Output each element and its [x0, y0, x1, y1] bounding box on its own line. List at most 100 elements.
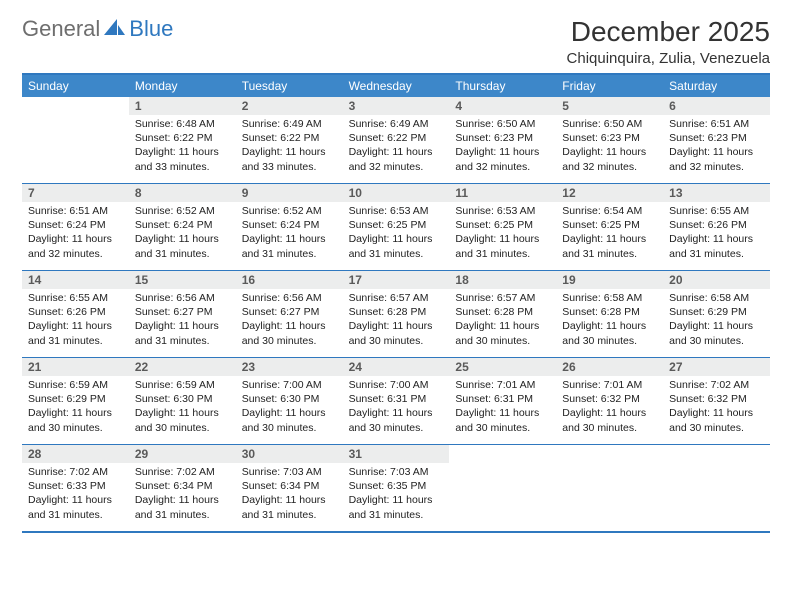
day-details: Sunrise: 6:53 AMSunset: 6:25 PMDaylight:…	[449, 202, 556, 265]
day-cell: 21Sunrise: 6:59 AMSunset: 6:29 PMDayligh…	[22, 358, 129, 444]
day-number: 23	[236, 358, 343, 376]
daylight-text: Daylight: 11 hours and 30 minutes.	[455, 319, 550, 347]
sunrise-text: Sunrise: 6:52 AM	[242, 204, 337, 218]
day-number: 2	[236, 97, 343, 115]
day-cell: 20Sunrise: 6:58 AMSunset: 6:29 PMDayligh…	[663, 271, 770, 357]
day-cell: 2Sunrise: 6:49 AMSunset: 6:22 PMDaylight…	[236, 97, 343, 183]
sunset-text: Sunset: 6:24 PM	[242, 218, 337, 232]
daylight-text: Daylight: 11 hours and 30 minutes.	[28, 406, 123, 434]
sunset-text: Sunset: 6:25 PM	[562, 218, 657, 232]
sunrise-text: Sunrise: 7:02 AM	[28, 465, 123, 479]
sunrise-text: Sunrise: 6:56 AM	[135, 291, 230, 305]
sunrise-text: Sunrise: 7:01 AM	[562, 378, 657, 392]
sunset-text: Sunset: 6:30 PM	[135, 392, 230, 406]
day-number: 7	[22, 184, 129, 202]
sunset-text: Sunset: 6:35 PM	[349, 479, 444, 493]
daylight-text: Daylight: 11 hours and 33 minutes.	[135, 145, 230, 173]
sunset-text: Sunset: 6:22 PM	[135, 131, 230, 145]
day-number: 8	[129, 184, 236, 202]
sunrise-text: Sunrise: 6:59 AM	[135, 378, 230, 392]
day-number: 27	[663, 358, 770, 376]
sunset-text: Sunset: 6:22 PM	[242, 131, 337, 145]
sail-icon	[104, 18, 126, 41]
day-cell: 10Sunrise: 6:53 AMSunset: 6:25 PMDayligh…	[343, 184, 450, 270]
day-number: 30	[236, 445, 343, 463]
day-details: Sunrise: 7:02 AMSunset: 6:32 PMDaylight:…	[663, 376, 770, 439]
day-number: 25	[449, 358, 556, 376]
sunset-text: Sunset: 6:24 PM	[28, 218, 123, 232]
daylight-text: Daylight: 11 hours and 31 minutes.	[562, 232, 657, 260]
daylight-text: Daylight: 11 hours and 32 minutes.	[28, 232, 123, 260]
day-cell: 12Sunrise: 6:54 AMSunset: 6:25 PMDayligh…	[556, 184, 663, 270]
sunset-text: Sunset: 6:32 PM	[669, 392, 764, 406]
daylight-text: Daylight: 11 hours and 32 minutes.	[349, 145, 444, 173]
day-details: Sunrise: 6:50 AMSunset: 6:23 PMDaylight:…	[556, 115, 663, 178]
daylight-text: Daylight: 11 hours and 30 minutes.	[349, 406, 444, 434]
day-cell	[449, 445, 556, 531]
day-number: 11	[449, 184, 556, 202]
daylight-text: Daylight: 11 hours and 30 minutes.	[562, 406, 657, 434]
sunset-text: Sunset: 6:22 PM	[349, 131, 444, 145]
sunset-text: Sunset: 6:34 PM	[242, 479, 337, 493]
day-details: Sunrise: 7:01 AMSunset: 6:31 PMDaylight:…	[449, 376, 556, 439]
daylight-text: Daylight: 11 hours and 32 minutes.	[669, 145, 764, 173]
sunset-text: Sunset: 6:30 PM	[242, 392, 337, 406]
sunrise-text: Sunrise: 6:51 AM	[28, 204, 123, 218]
weekday-header: Tuesday	[236, 75, 343, 97]
day-details: Sunrise: 6:50 AMSunset: 6:23 PMDaylight:…	[449, 115, 556, 178]
week-row: 1Sunrise: 6:48 AMSunset: 6:22 PMDaylight…	[22, 97, 770, 183]
sunset-text: Sunset: 6:23 PM	[669, 131, 764, 145]
daylight-text: Daylight: 11 hours and 31 minutes.	[669, 232, 764, 260]
day-cell: 30Sunrise: 7:03 AMSunset: 6:34 PMDayligh…	[236, 445, 343, 531]
weekday-header: Wednesday	[343, 75, 450, 97]
day-cell: 19Sunrise: 6:58 AMSunset: 6:28 PMDayligh…	[556, 271, 663, 357]
weekday-header-row: SundayMondayTuesdayWednesdayThursdayFrid…	[22, 75, 770, 97]
daylight-text: Daylight: 11 hours and 32 minutes.	[455, 145, 550, 173]
day-cell: 9Sunrise: 6:52 AMSunset: 6:24 PMDaylight…	[236, 184, 343, 270]
sunrise-text: Sunrise: 7:00 AM	[349, 378, 444, 392]
day-details: Sunrise: 7:00 AMSunset: 6:30 PMDaylight:…	[236, 376, 343, 439]
day-details: Sunrise: 6:49 AMSunset: 6:22 PMDaylight:…	[236, 115, 343, 178]
day-number: 3	[343, 97, 450, 115]
day-details: Sunrise: 6:51 AMSunset: 6:23 PMDaylight:…	[663, 115, 770, 178]
sunset-text: Sunset: 6:29 PM	[669, 305, 764, 319]
day-number: 19	[556, 271, 663, 289]
title-block: December 2025 Chiquinquira, Zulia, Venez…	[567, 16, 770, 67]
day-cell: 26Sunrise: 7:01 AMSunset: 6:32 PMDayligh…	[556, 358, 663, 444]
sunrise-text: Sunrise: 6:53 AM	[455, 204, 550, 218]
sunrise-text: Sunrise: 6:55 AM	[669, 204, 764, 218]
day-cell: 17Sunrise: 6:57 AMSunset: 6:28 PMDayligh…	[343, 271, 450, 357]
sunrise-text: Sunrise: 7:01 AM	[455, 378, 550, 392]
week-row: 7Sunrise: 6:51 AMSunset: 6:24 PMDaylight…	[22, 183, 770, 270]
day-details: Sunrise: 6:57 AMSunset: 6:28 PMDaylight:…	[343, 289, 450, 352]
sunset-text: Sunset: 6:31 PM	[349, 392, 444, 406]
day-cell: 1Sunrise: 6:48 AMSunset: 6:22 PMDaylight…	[129, 97, 236, 183]
day-number: 16	[236, 271, 343, 289]
weekday-header: Saturday	[663, 75, 770, 97]
top-bar: General Blue December 2025 Chiquinquira,…	[22, 16, 770, 67]
day-cell: 8Sunrise: 6:52 AMSunset: 6:24 PMDaylight…	[129, 184, 236, 270]
sunrise-text: Sunrise: 6:48 AM	[135, 117, 230, 131]
sunset-text: Sunset: 6:25 PM	[349, 218, 444, 232]
day-details: Sunrise: 6:59 AMSunset: 6:29 PMDaylight:…	[22, 376, 129, 439]
daylight-text: Daylight: 11 hours and 31 minutes.	[349, 232, 444, 260]
sunset-text: Sunset: 6:28 PM	[349, 305, 444, 319]
sunrise-text: Sunrise: 6:52 AM	[135, 204, 230, 218]
daylight-text: Daylight: 11 hours and 31 minutes.	[135, 493, 230, 521]
day-number: 6	[663, 97, 770, 115]
day-number: 10	[343, 184, 450, 202]
day-details: Sunrise: 7:01 AMSunset: 6:32 PMDaylight:…	[556, 376, 663, 439]
day-details: Sunrise: 7:03 AMSunset: 6:35 PMDaylight:…	[343, 463, 450, 526]
daylight-text: Daylight: 11 hours and 30 minutes.	[455, 406, 550, 434]
day-number: 12	[556, 184, 663, 202]
day-cell: 3Sunrise: 6:49 AMSunset: 6:22 PMDaylight…	[343, 97, 450, 183]
daylight-text: Daylight: 11 hours and 33 minutes.	[242, 145, 337, 173]
sunset-text: Sunset: 6:23 PM	[455, 131, 550, 145]
daylight-text: Daylight: 11 hours and 30 minutes.	[349, 319, 444, 347]
day-cell: 22Sunrise: 6:59 AMSunset: 6:30 PMDayligh…	[129, 358, 236, 444]
day-number: 4	[449, 97, 556, 115]
weeks-container: 1Sunrise: 6:48 AMSunset: 6:22 PMDaylight…	[22, 97, 770, 531]
sunrise-text: Sunrise: 6:59 AM	[28, 378, 123, 392]
day-details: Sunrise: 6:54 AMSunset: 6:25 PMDaylight:…	[556, 202, 663, 265]
day-number: 17	[343, 271, 450, 289]
